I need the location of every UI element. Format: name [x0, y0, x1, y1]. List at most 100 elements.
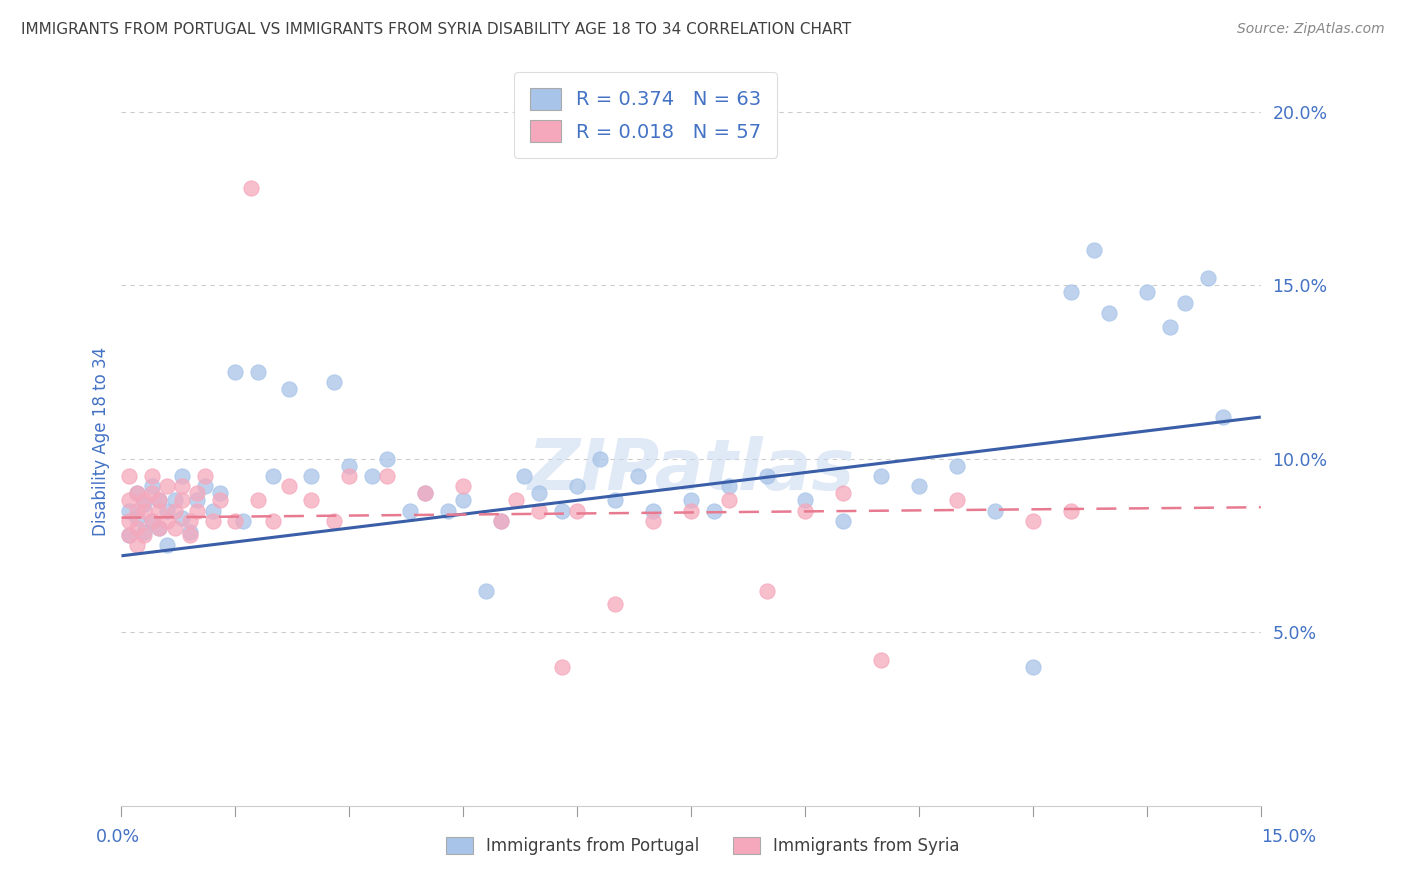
Point [201, 504, 224, 518]
Text: 0.0%: 0.0% [96, 828, 139, 846]
Point [437, 504, 460, 518]
Point [1060, 504, 1083, 518]
Point [125, 486, 148, 500]
Point [718, 493, 741, 508]
Point [148, 521, 170, 535]
Point [232, 514, 254, 528]
Point [118, 528, 141, 542]
Point [756, 469, 779, 483]
Point [141, 514, 163, 528]
Point [451, 493, 474, 508]
Point [148, 493, 170, 508]
Point [1098, 306, 1121, 320]
Point [156, 538, 179, 552]
Point [1174, 295, 1197, 310]
Point [1022, 514, 1045, 528]
Point [262, 514, 284, 528]
Point [172, 469, 194, 483]
Point [172, 479, 194, 493]
Point [870, 469, 893, 483]
Text: IMMIGRANTS FROM PORTUGAL VS IMMIGRANTS FROM SYRIA DISABILITY AGE 18 TO 34 CORREL: IMMIGRANTS FROM PORTUGAL VS IMMIGRANTS F… [21, 22, 852, 37]
Point [141, 486, 163, 500]
Point [194, 479, 217, 493]
Point [718, 479, 741, 493]
Point [125, 504, 148, 518]
Point [567, 479, 589, 493]
Point [148, 504, 170, 518]
Text: Source: ZipAtlas.com: Source: ZipAtlas.com [1237, 22, 1385, 37]
Point [643, 514, 665, 528]
Point [681, 493, 703, 508]
Point [1083, 244, 1105, 258]
Point [141, 479, 163, 493]
Point [1022, 660, 1045, 674]
Point [125, 538, 148, 552]
Text: 15.0%: 15.0% [1261, 828, 1316, 846]
Point [451, 479, 474, 493]
Point [186, 493, 208, 508]
Point [186, 504, 208, 518]
Point [125, 510, 148, 524]
Point [224, 514, 246, 528]
Point [551, 504, 574, 518]
Point [118, 528, 141, 542]
Point [141, 514, 163, 528]
Point [1212, 410, 1234, 425]
Point [156, 479, 179, 493]
Point [299, 469, 322, 483]
Point [703, 504, 725, 518]
Point [179, 524, 201, 539]
Point [239, 181, 262, 195]
Point [1159, 319, 1181, 334]
Point [681, 504, 703, 518]
Point [551, 660, 574, 674]
Point [247, 493, 270, 508]
Point [946, 458, 969, 473]
Point [475, 583, 498, 598]
Point [529, 486, 551, 500]
Point [247, 365, 270, 379]
Point [361, 469, 384, 483]
Point [209, 486, 232, 500]
Point [489, 514, 512, 528]
Point [156, 504, 179, 518]
Point [513, 469, 536, 483]
Point [870, 653, 893, 667]
Point [134, 493, 156, 508]
Point [413, 486, 436, 500]
Point [179, 528, 201, 542]
Point [125, 486, 148, 500]
Point [375, 451, 398, 466]
Point [277, 382, 299, 396]
Point [156, 514, 179, 528]
Point [262, 469, 284, 483]
Legend: Immigrants from Portugal, Immigrants from Syria: Immigrants from Portugal, Immigrants fro… [440, 830, 966, 862]
Text: ZIPatlas: ZIPatlas [527, 436, 855, 505]
Point [1136, 285, 1159, 299]
Point [186, 486, 208, 500]
Point [375, 469, 398, 483]
Point [172, 493, 194, 508]
Point [832, 486, 855, 500]
Point [201, 514, 224, 528]
Point [794, 493, 817, 508]
Point [141, 469, 163, 483]
Point [589, 451, 612, 466]
Point [299, 493, 322, 508]
Point [323, 376, 346, 390]
Point [1060, 285, 1083, 299]
Point [567, 504, 589, 518]
Point [337, 469, 360, 483]
Point [134, 504, 156, 518]
Point [489, 514, 512, 528]
Legend: R = 0.374   N = 63, R = 0.018   N = 57: R = 0.374 N = 63, R = 0.018 N = 57 [515, 72, 778, 158]
Point [794, 504, 817, 518]
Point [605, 598, 627, 612]
Point [118, 504, 141, 518]
Point [832, 514, 855, 528]
Point [134, 524, 156, 539]
Point [413, 486, 436, 500]
Point [277, 479, 299, 493]
Point [643, 504, 665, 518]
Point [399, 504, 422, 518]
